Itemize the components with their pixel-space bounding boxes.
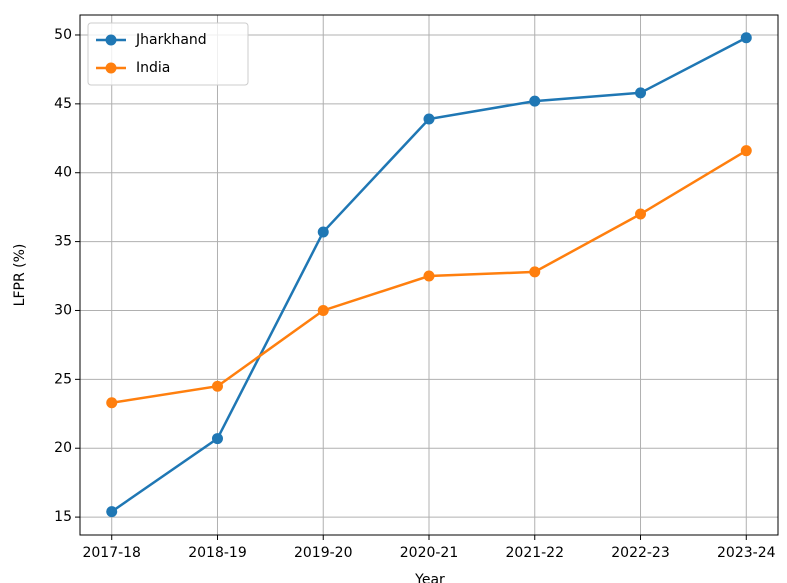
x-tick-label: 2021-22 [506, 545, 565, 561]
data-point [211, 380, 223, 392]
plot-frame [79, 14, 779, 536]
data-point [635, 87, 647, 99]
data-point [740, 32, 752, 44]
y-tick-label: 30 [54, 302, 72, 318]
x-tick-label: 2022-23 [611, 545, 670, 561]
y-tick-label: 45 [54, 96, 72, 112]
x-tick-label: 2019-20 [294, 545, 353, 561]
y-tick-label: 35 [54, 234, 72, 250]
data-point [106, 506, 118, 518]
data-point [317, 304, 329, 316]
x-axis-label: Year [414, 572, 445, 583]
x-tick-label: 2018-19 [188, 545, 247, 561]
data-point [423, 113, 435, 125]
legend-marker [105, 34, 117, 46]
legend-label: Jharkhand [135, 32, 207, 48]
data-point [740, 145, 752, 157]
x-tick-label: 2020-21 [400, 545, 459, 561]
data-point [106, 397, 118, 409]
y-tick-label: 15 [54, 509, 72, 525]
x-tick-label: 2023-24 [717, 545, 776, 561]
data-point [317, 226, 329, 238]
legend-marker [105, 62, 117, 74]
data-point [529, 95, 541, 107]
y-tick-label: 25 [54, 371, 72, 387]
x-tick-label: 2017-18 [82, 545, 141, 561]
data-point [423, 270, 435, 282]
y-tick-label: 40 [54, 165, 72, 181]
legend-box [87, 22, 249, 86]
y-tick-label: 20 [54, 440, 72, 456]
data-point [529, 266, 541, 278]
data-point [635, 208, 647, 220]
data-point [211, 433, 223, 445]
y-tick-label: 50 [54, 27, 72, 43]
y-axis-label: LFPR (%) [12, 244, 28, 307]
legend-label: India [136, 60, 170, 76]
